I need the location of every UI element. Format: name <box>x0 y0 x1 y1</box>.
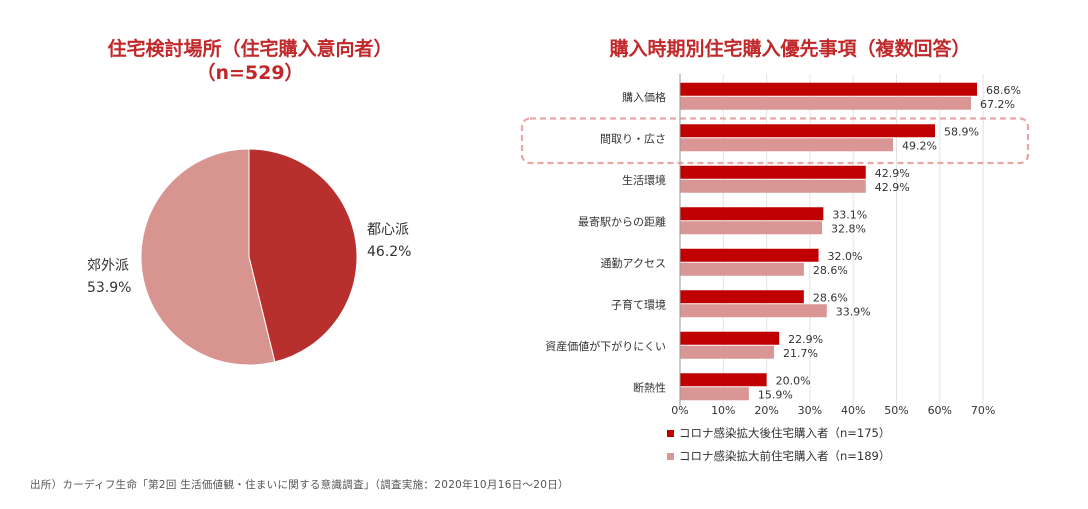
legend-label-before: コロナ感染拡大前住宅購入者（n=189） <box>679 449 891 463</box>
legend-swatch-before <box>667 452 674 460</box>
pie-title-text: 住宅検討場所（住宅購入意向者） <box>107 38 393 60</box>
pie-label-kogai: 郊外派 53.9% <box>87 255 131 299</box>
pie-subtitle-text: （n=529） <box>196 62 304 84</box>
pie-label-kogai-name: 郊外派 <box>87 258 129 274</box>
pie-chart-title: 住宅検討場所（住宅購入意向者） （n=529） <box>60 37 440 85</box>
pie-label-toshin-value: 46.2% <box>367 244 412 260</box>
value-label-series2-4: 32.8% <box>831 222 866 235</box>
legend-item-after: コロナ感染拡大後住宅購入者（n=175） <box>667 425 890 441</box>
x-tick-label-5: 50% <box>884 404 908 417</box>
value-label-series1-8: 20.0% <box>776 374 811 387</box>
bar-series1-2 <box>680 124 936 138</box>
x-tick-label-0: 0% <box>671 404 688 417</box>
bar-series2-5 <box>680 262 804 276</box>
bar-series2-4 <box>680 221 823 235</box>
bar-series2-6 <box>680 304 827 318</box>
category-label-4: 最寄駅からの距離 <box>578 214 666 228</box>
value-label-series2-1: 67.2% <box>980 98 1015 111</box>
bar-series1-6 <box>680 290 804 304</box>
bar-series1-3 <box>680 165 866 179</box>
value-label-series2-7: 21.7% <box>783 347 818 360</box>
pie-label-toshin: 都心派 46.2% <box>367 219 411 263</box>
value-label-series2-5: 28.6% <box>813 264 848 277</box>
bar-series1-5 <box>680 248 819 262</box>
bar-series2-2 <box>680 138 894 152</box>
x-tick-label-4: 40% <box>841 404 865 417</box>
legend-item-before: コロナ感染拡大前住宅購入者（n=189） <box>667 448 890 464</box>
category-label-1: 購入価格 <box>622 90 666 104</box>
category-label-5: 通勤アクセス <box>601 257 666 270</box>
bar-series2-7 <box>680 345 774 359</box>
x-tick-label-6: 60% <box>928 404 952 417</box>
bar-title-text: 購入時期別住宅購入優先事項（複数回答） <box>609 38 971 60</box>
category-label-2: 間取り・広さ <box>600 132 666 145</box>
x-tick-label-7: 70% <box>971 404 995 417</box>
bar-series2-8 <box>680 387 749 401</box>
bar-series1-1 <box>680 82 978 96</box>
bar-series1-7 <box>680 331 780 345</box>
pie-label-toshin-name: 都心派 <box>367 222 409 238</box>
category-label-7: 資産価値が下がりにくい <box>545 339 666 353</box>
category-label-8: 断熱性 <box>633 380 666 394</box>
value-label-series1-4: 33.1% <box>832 208 867 221</box>
x-tick-label-1: 10% <box>711 404 735 417</box>
pie-slice-1 <box>248 148 358 363</box>
value-label-series1-6: 28.6% <box>813 291 848 304</box>
category-label-6: 子育て環境 <box>611 297 666 311</box>
pie-slice-2 <box>140 148 276 366</box>
x-tick-label-2: 20% <box>754 404 778 417</box>
source-note: 出所）カーディフ生命「第2回 生活価値観・住まいに関する意識調査」（調査実施：2… <box>30 479 569 491</box>
pie-label-kogai-value: 53.9% <box>87 280 132 296</box>
value-label-series1-1: 68.6% <box>986 84 1021 97</box>
highlight-box <box>520 117 1030 165</box>
bar-series2-1 <box>680 96 971 110</box>
category-label-3: 生活環境 <box>622 173 666 187</box>
bar-series1-4 <box>680 207 824 221</box>
value-label-series2-6: 33.9% <box>836 305 871 318</box>
value-label-series1-3: 42.9% <box>875 167 910 180</box>
legend-label-after: コロナ感染拡大後住宅購入者（n=175） <box>679 426 891 440</box>
x-tick-label-3: 30% <box>798 404 822 417</box>
value-label-series1-2: 58.9% <box>944 125 979 138</box>
value-label-series1-7: 22.9% <box>788 333 823 346</box>
bar-series2-3 <box>680 179 866 193</box>
value-label-series2-3: 42.9% <box>875 181 910 194</box>
value-label-series2-2: 49.2% <box>902 139 937 152</box>
value-label-series1-5: 32.0% <box>828 250 863 263</box>
value-label-series2-8: 15.9% <box>758 388 793 401</box>
bar-series1-8 <box>680 373 767 387</box>
legend-swatch-after <box>667 429 674 437</box>
bar-chart-title: 購入時期別住宅購入優先事項（複数回答） <box>560 37 1020 61</box>
